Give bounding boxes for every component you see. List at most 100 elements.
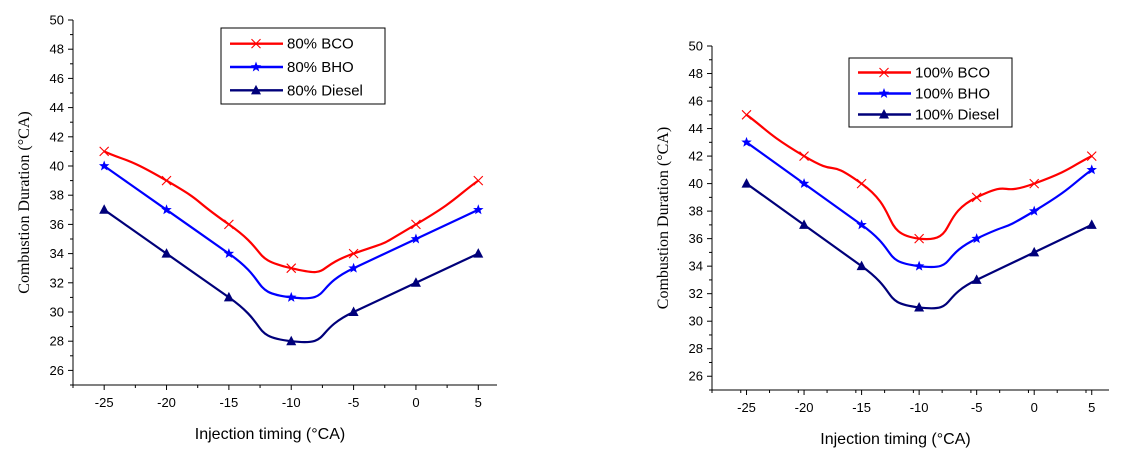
y-axis-label: Combustion Duration (°CA) xyxy=(655,127,672,309)
y-tick-label: 46 xyxy=(689,94,703,109)
legend: 80% BCO 80% BHO 80% Diesel xyxy=(220,27,386,105)
marker-stroke xyxy=(411,219,421,230)
data-point xyxy=(856,260,867,271)
y-tick-label: 42 xyxy=(50,129,64,144)
marker-stroke xyxy=(741,109,752,120)
data-point xyxy=(473,248,484,258)
legend-marker xyxy=(878,88,890,98)
data-point xyxy=(799,151,809,161)
marker-stroke xyxy=(799,151,809,161)
x-tick-label: 0 xyxy=(412,395,419,410)
data-point xyxy=(99,146,110,157)
legend-marker xyxy=(250,61,262,72)
marker-stroke xyxy=(251,38,261,49)
data-point xyxy=(1086,219,1097,229)
marker-stroke xyxy=(348,248,359,259)
series-line xyxy=(103,150,479,274)
data-point xyxy=(1029,178,1040,189)
y-tick-label: 28 xyxy=(50,334,64,349)
y-tick-label: 36 xyxy=(50,217,64,232)
y-tick-label: 40 xyxy=(689,176,703,191)
data-point xyxy=(799,219,810,229)
y-tick-label: 38 xyxy=(50,188,64,203)
data-point xyxy=(1029,246,1040,257)
data-point xyxy=(856,178,867,189)
data-point xyxy=(1086,164,1097,175)
y-tick-label: 30 xyxy=(689,314,703,329)
series-line xyxy=(745,141,1093,269)
x-tick-label: 5 xyxy=(475,395,482,410)
data-point xyxy=(473,204,484,215)
series-3 xyxy=(99,204,484,346)
x-tick-label: -10 xyxy=(282,395,301,410)
y-tick-label: 38 xyxy=(689,204,703,219)
y-tick-label: 34 xyxy=(689,259,703,274)
y-tick-label: 26 xyxy=(689,369,703,384)
legend: 100% BCO 100% BHO 100% Diesel xyxy=(848,57,1013,128)
legend-marker xyxy=(879,109,889,119)
data-point xyxy=(856,219,867,230)
legend-label: 80% BCO xyxy=(287,36,354,53)
data-point xyxy=(741,178,752,188)
legend-label: 100% Diesel xyxy=(915,107,999,124)
legend-label: 100% BCO xyxy=(915,65,990,82)
y-tick-label: 50 xyxy=(50,13,64,28)
marker-stroke xyxy=(99,146,110,157)
x-tick-label: -15 xyxy=(852,400,871,415)
x-tick-label: -25 xyxy=(95,395,114,410)
data-point xyxy=(1086,151,1097,161)
series-2 xyxy=(98,160,484,302)
data-point xyxy=(1028,205,1040,216)
data-point xyxy=(286,335,297,346)
y-tick-label: 44 xyxy=(50,100,64,115)
y-tick-label: 26 xyxy=(50,363,64,378)
y-tick-label: 28 xyxy=(689,341,703,356)
y-axis-label: Combustion Duration (°CA) xyxy=(16,111,33,293)
y-tick-label: 40 xyxy=(50,159,64,174)
x-tick-label: -15 xyxy=(219,395,238,410)
legend-marker xyxy=(879,67,889,78)
y-tick-label: 44 xyxy=(689,121,703,136)
x-tick-label: -10 xyxy=(910,400,929,415)
data-point xyxy=(223,248,235,259)
data-point xyxy=(971,233,982,244)
data-point xyxy=(913,260,925,271)
y-tick-label: 32 xyxy=(689,286,703,301)
data-point xyxy=(914,233,925,244)
marker-stroke xyxy=(879,67,889,78)
y-tick-label: 34 xyxy=(50,246,64,261)
x-tick-label: -5 xyxy=(971,400,983,415)
marker-stroke xyxy=(1029,178,1040,189)
data-point xyxy=(348,248,359,259)
y-tick-label: 46 xyxy=(50,71,64,86)
data-point xyxy=(971,192,982,203)
series-2 xyxy=(741,136,1097,271)
series-1 xyxy=(99,146,484,274)
marker-stroke xyxy=(161,175,172,186)
marker-stroke xyxy=(914,233,925,244)
series-1 xyxy=(741,109,1097,244)
y-tick-label: 48 xyxy=(689,66,703,81)
marker-stroke xyxy=(856,178,867,189)
marker-stroke xyxy=(473,175,484,186)
y-tick-label: 36 xyxy=(689,231,703,246)
legend-label: 80% Diesel xyxy=(287,82,363,99)
data-point xyxy=(410,233,422,244)
data-point xyxy=(98,160,110,171)
series-line xyxy=(745,182,1093,310)
data-point xyxy=(741,109,752,120)
legend-label: 100% BHO xyxy=(915,86,990,103)
series-line xyxy=(103,165,479,300)
y-tick-label: 48 xyxy=(50,42,64,57)
x-tick-label: -25 xyxy=(737,400,756,415)
data-point xyxy=(914,301,925,312)
x-tick-label: 0 xyxy=(1031,400,1038,415)
marker-stroke xyxy=(223,219,234,230)
data-point xyxy=(971,274,982,284)
marker-stroke xyxy=(971,192,982,203)
y-tick-label: 50 xyxy=(689,39,703,54)
legend-label: 80% BHO xyxy=(287,59,354,76)
